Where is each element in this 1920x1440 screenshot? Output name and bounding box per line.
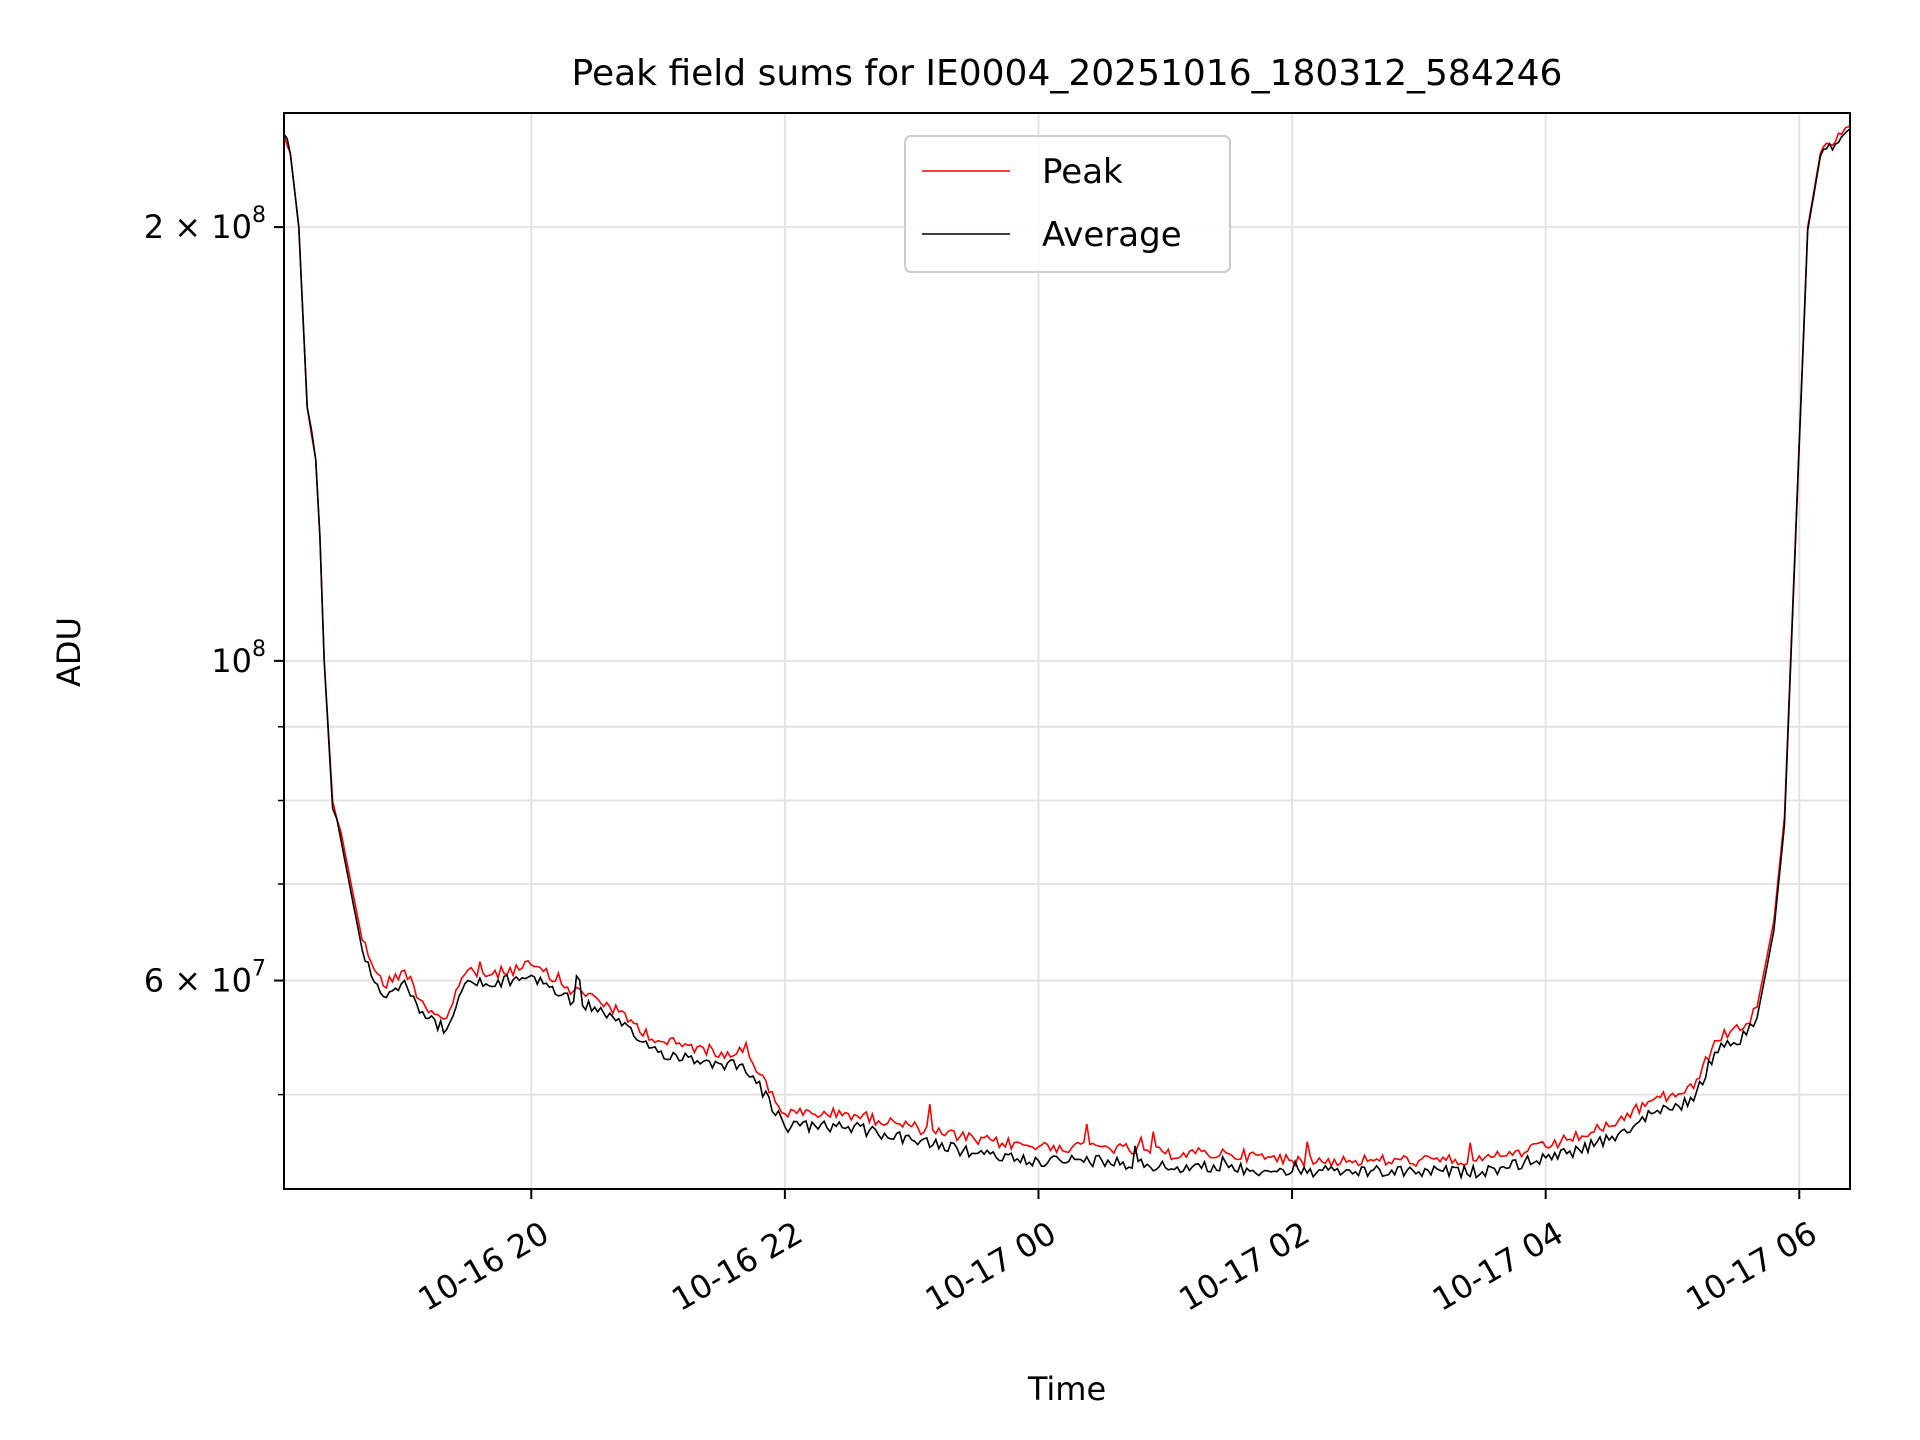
chart-title: Peak field sums for IE0004_20251016_1803… — [572, 53, 1563, 94]
grid — [284, 113, 1850, 1189]
y-axis: 2 × 108 108 6 × 107 — [144, 203, 284, 1096]
x-tick-label: 10-16 20 — [412, 1214, 556, 1319]
y-tick-label: 108 — [211, 637, 266, 680]
x-tick-label: 10-17 00 — [919, 1214, 1063, 1319]
legend-peak-label: Peak — [1042, 152, 1123, 192]
x-tick-label: 10-17 04 — [1426, 1214, 1570, 1319]
series-layer — [283, 125, 1851, 1181]
x-axis: 10-16 20 10-16 22 10-17 00 10-17 02 10-17 04… — [412, 1189, 1824, 1319]
x-axis-label: Time — [1027, 1370, 1106, 1408]
y-axis-label: ADU — [50, 617, 88, 687]
y-tick-label: 6 × 107 — [144, 957, 266, 1000]
plot-frame — [283, 112, 1851, 1190]
x-tick-label: 10-17 06 — [1680, 1214, 1824, 1319]
legend-box — [904, 135, 1231, 273]
x-tick-label: 10-17 02 — [1172, 1214, 1316, 1319]
legend: Peak Average — [904, 135, 1231, 273]
legend-average-label: Average — [1042, 215, 1182, 255]
series-average-line — [283, 128, 1851, 1181]
series-peak-line — [283, 125, 1851, 1170]
x-tick-label: 10-16 22 — [665, 1214, 809, 1319]
y-tick-label: 2 × 108 — [144, 203, 266, 246]
